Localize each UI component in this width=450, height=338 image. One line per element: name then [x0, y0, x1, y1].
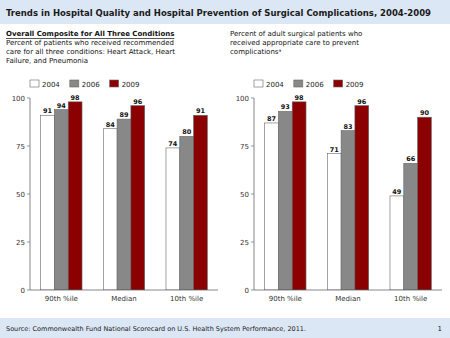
data-label: 80	[182, 128, 192, 136]
y-tick-label: 100	[12, 95, 25, 103]
chart-panel: Overall Composite for All Three Conditio…	[6, 30, 218, 303]
bar	[265, 123, 279, 290]
footer-band	[0, 318, 450, 338]
y-tick	[251, 290, 254, 291]
x-axis	[254, 290, 442, 291]
y-tick	[27, 98, 30, 99]
y-tick	[27, 290, 30, 291]
bar	[180, 136, 194, 290]
page-number: 1	[438, 325, 442, 333]
title-band	[0, 0, 450, 24]
legend-label: 2009	[346, 81, 364, 89]
bars	[265, 102, 432, 290]
x-axis	[30, 290, 218, 291]
y-tick-label: 75	[16, 143, 25, 151]
y-tick	[27, 146, 30, 147]
bar	[41, 115, 55, 290]
bar	[341, 131, 355, 290]
subtitle: care for all three conditions: Heart Att…	[6, 48, 175, 56]
data-label: 91	[196, 107, 206, 115]
x-tick-label: 10th %ile	[394, 295, 427, 303]
y-tick-label: 50	[240, 191, 249, 199]
data-label: 96	[357, 98, 367, 106]
subtitle: complicationsᵃ	[230, 48, 281, 56]
chart-page: Trends in Hospital Quality and Hospital …	[0, 0, 450, 338]
y-tick-label: 0	[245, 287, 249, 295]
footer: Source: Commonwealth Fund National Score…	[6, 325, 306, 333]
bar	[131, 106, 145, 290]
title: Trends in Hospital Quality and Hospital …	[6, 8, 431, 18]
x-tick-label: Median	[335, 295, 360, 303]
bar	[54, 110, 68, 290]
y-tick-label: 0	[21, 287, 25, 295]
data-label: 84	[106, 121, 116, 129]
bar	[355, 106, 369, 290]
y-axis	[30, 98, 31, 290]
bar	[292, 102, 306, 290]
data-label: 66	[406, 155, 416, 163]
data-label: 49	[392, 188, 402, 196]
y-tick-label: 100	[236, 95, 249, 103]
x-tick-label: 90th %ile	[269, 295, 302, 303]
data-label: 83	[343, 123, 352, 131]
y-tick	[251, 194, 254, 195]
chart-panel: Percent of adult surgical patients whore…	[230, 30, 442, 303]
legend-swatch	[70, 80, 79, 87]
legend-swatch	[254, 80, 263, 87]
data-labels: 87 71 49 93 83 66 98 96 90	[267, 94, 429, 196]
subtitle: Percent of adult surgical patients who	[230, 30, 362, 38]
data-label: 90	[420, 109, 430, 117]
subtitle: Overall Composite for All Three Conditio…	[6, 30, 174, 38]
bar	[166, 148, 180, 290]
data-label: 98	[71, 94, 81, 102]
legend-swatch	[334, 80, 343, 87]
bar	[194, 115, 208, 290]
legend-label: 2006	[306, 81, 324, 89]
subtitle: Percent of patients who received recomme…	[6, 39, 174, 47]
y-tick	[251, 98, 254, 99]
y-tick-label: 25	[240, 239, 249, 247]
legend-label: 2006	[82, 81, 100, 89]
bar	[327, 154, 341, 290]
y-tick-label: 25	[16, 239, 25, 247]
y-tick	[27, 242, 30, 243]
data-label: 94	[57, 102, 67, 110]
data-label: 93	[281, 103, 290, 111]
y-axis	[254, 98, 255, 290]
subtitle: Failure, and Pneumonia	[6, 57, 88, 65]
legend-swatch	[110, 80, 119, 87]
legend-swatch	[30, 80, 39, 87]
legend-label: 2004	[266, 81, 284, 89]
x-tick-label: 10th %ile	[170, 295, 203, 303]
legend-label: 2009	[122, 81, 140, 89]
bar	[418, 117, 432, 290]
data-label: 87	[267, 115, 276, 123]
x-tick-label: 90th %ile	[45, 295, 78, 303]
legend-label: 2004	[42, 81, 60, 89]
x-tick-label: Median	[111, 295, 136, 303]
bars	[41, 102, 208, 290]
bar	[404, 163, 418, 290]
data-label: 89	[119, 111, 129, 119]
data-label: 98	[295, 94, 305, 102]
bar	[103, 129, 117, 290]
bar	[278, 111, 292, 290]
data-label: 96	[133, 98, 143, 106]
bar	[117, 119, 131, 290]
data-label: 74	[168, 140, 178, 148]
subtitle: received appropriate care to prevent	[230, 39, 359, 47]
y-tick	[251, 146, 254, 147]
bar	[390, 196, 404, 290]
y-tick	[251, 242, 254, 243]
data-label: 71	[330, 146, 340, 154]
y-tick	[27, 194, 30, 195]
bar	[68, 102, 82, 290]
data-labels: 91 84 74 94 89 80 98 96 91	[43, 94, 205, 148]
legend-swatch	[294, 80, 303, 87]
y-tick-label: 50	[16, 191, 25, 199]
y-tick-label: 75	[240, 143, 249, 151]
data-label: 91	[43, 107, 53, 115]
